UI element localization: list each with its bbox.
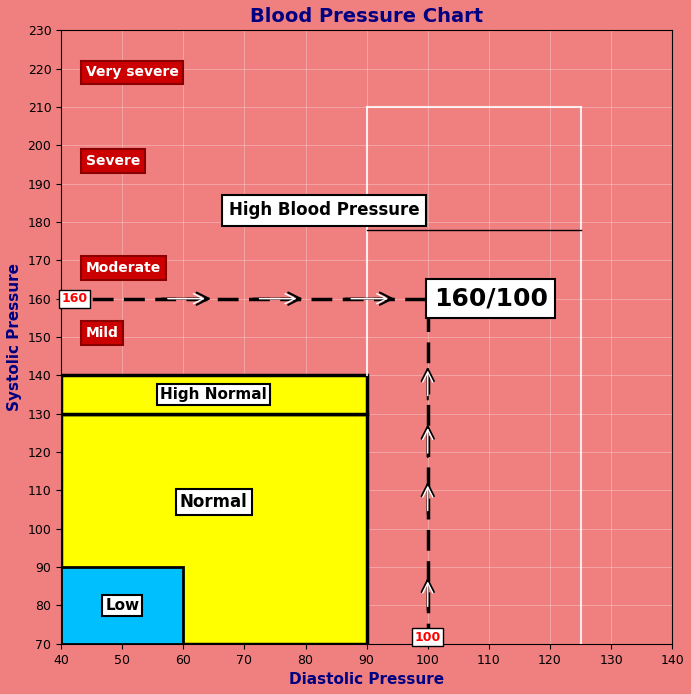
Text: Mild: Mild — [86, 326, 118, 340]
Text: Moderate: Moderate — [86, 261, 161, 275]
Text: 100: 100 — [415, 631, 441, 644]
Text: 160: 160 — [61, 292, 87, 305]
Text: Severe: Severe — [86, 153, 140, 168]
Bar — [61, 414, 367, 644]
Text: 160/100: 160/100 — [434, 287, 548, 311]
Text: Very severe: Very severe — [86, 65, 178, 79]
Y-axis label: Systolic Pressure: Systolic Pressure — [7, 263, 22, 411]
Bar — [61, 375, 367, 414]
X-axis label: Diastolic Pressure: Diastolic Pressure — [289, 672, 444, 687]
Text: High Blood Pressure: High Blood Pressure — [229, 201, 419, 219]
Text: High Normal: High Normal — [160, 387, 267, 402]
Text: Low: Low — [105, 598, 140, 613]
Bar — [61, 567, 183, 644]
Title: Blood Pressure Chart: Blood Pressure Chart — [250, 7, 483, 26]
Text: Normal: Normal — [180, 493, 248, 511]
